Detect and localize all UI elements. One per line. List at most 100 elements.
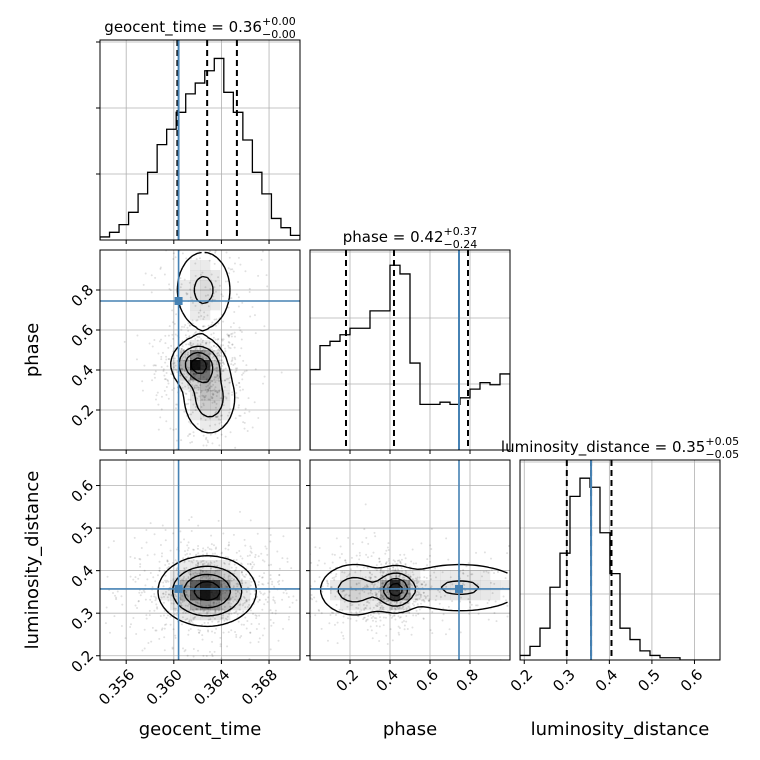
density-cell <box>340 570 351 581</box>
density-cell <box>200 400 211 411</box>
sample-point <box>403 585 406 588</box>
sample-point <box>417 593 420 596</box>
x-axis-label-luminosity_distance: luminosity_distance <box>531 719 710 740</box>
density-cell <box>360 570 371 581</box>
sample-point <box>378 560 381 563</box>
sample-point <box>139 565 142 568</box>
sample-point <box>375 605 378 608</box>
sample-point <box>414 594 417 597</box>
sample-point <box>196 608 199 611</box>
sample-point <box>213 631 216 634</box>
sample-point <box>104 622 107 625</box>
sample-point <box>188 343 191 346</box>
sample-point <box>387 593 390 596</box>
sample-point <box>266 285 269 288</box>
sample-point <box>409 585 412 588</box>
sample-point <box>241 573 244 576</box>
sample-point <box>230 360 233 363</box>
sample-point <box>245 220 247 222</box>
sample-point <box>215 363 218 366</box>
sample-point <box>292 595 295 598</box>
sample-point <box>203 396 206 399</box>
density-cell <box>180 610 191 621</box>
sample-point <box>187 576 190 579</box>
sample-point <box>203 311 206 314</box>
sample-point <box>535 614 537 616</box>
sample-point <box>267 596 270 599</box>
sample-point <box>235 558 238 561</box>
sample-point <box>154 580 157 583</box>
sample-point <box>167 379 170 382</box>
sample-point <box>329 613 332 616</box>
sample-point <box>182 611 185 614</box>
sample-point <box>387 591 390 594</box>
sample-point <box>238 385 241 388</box>
sample-point <box>439 596 442 599</box>
sample-point <box>397 607 400 610</box>
sample-point <box>348 594 351 597</box>
sample-point <box>230 297 233 300</box>
sample-point <box>168 288 171 291</box>
sample-point <box>143 647 146 650</box>
sample-point <box>179 598 182 601</box>
sample-point <box>546 600 548 602</box>
sample-point <box>213 318 216 321</box>
sample-point <box>297 597 299 599</box>
sample-point <box>154 276 157 279</box>
sample-point <box>196 422 199 425</box>
sample-point <box>382 616 385 619</box>
sample-point <box>198 612 201 615</box>
sample-point <box>341 571 344 574</box>
sample-point <box>133 557 136 560</box>
sample-point <box>145 541 148 544</box>
sample-point <box>243 412 246 415</box>
density-cell <box>210 420 221 431</box>
sample-point <box>260 552 263 555</box>
sample-point <box>160 355 163 358</box>
sample-point <box>234 568 237 571</box>
sample-point <box>204 438 207 441</box>
sample-point <box>513 601 515 603</box>
x-tick-label: 0.364 <box>190 666 233 709</box>
sample-point <box>197 561 200 564</box>
sample-point <box>156 574 159 577</box>
density-cell <box>210 390 221 401</box>
sample-point <box>414 600 417 603</box>
density-cell <box>200 340 211 351</box>
density-cell <box>400 580 411 591</box>
sample-point <box>197 388 200 391</box>
sample-point <box>175 369 178 372</box>
sample-point <box>404 572 407 575</box>
sample-point <box>214 251 217 254</box>
sample-point <box>355 597 358 600</box>
sample-point <box>150 640 153 643</box>
sample-point <box>220 579 223 582</box>
sample-point <box>194 347 197 350</box>
sample-point <box>470 603 473 606</box>
sample-point <box>191 411 194 414</box>
sample-point <box>227 334 230 337</box>
sample-point <box>201 634 204 637</box>
sample-point <box>202 444 205 447</box>
sample-point <box>244 616 247 619</box>
sample-point <box>205 561 208 564</box>
sample-point <box>369 613 372 616</box>
sample-point <box>140 547 143 550</box>
sample-point <box>536 623 538 625</box>
sample-point <box>403 586 406 589</box>
sample-point <box>205 436 208 439</box>
sample-point <box>165 355 168 358</box>
sample-point <box>168 593 171 596</box>
sample-point <box>181 616 184 619</box>
sample-point <box>403 584 406 587</box>
sample-point <box>257 555 260 558</box>
sample-point <box>198 386 201 389</box>
sample-point <box>378 601 381 604</box>
sample-point <box>234 589 237 592</box>
sample-point <box>178 372 181 375</box>
sample-point <box>405 598 408 601</box>
sample-point <box>419 593 422 596</box>
sample-point <box>238 608 241 611</box>
sample-point <box>214 609 217 612</box>
sample-point <box>407 592 410 595</box>
